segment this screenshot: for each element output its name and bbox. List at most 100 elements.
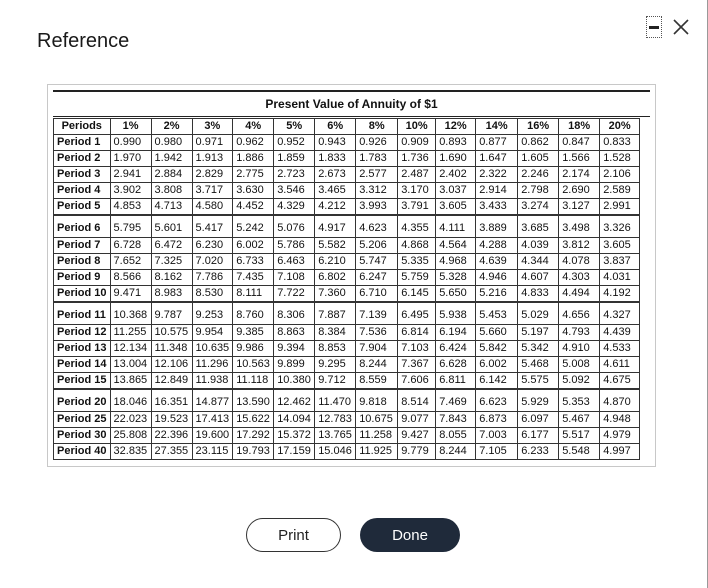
table-cell: 3.808 [150,182,193,199]
table-cell: 1.942 [150,150,193,167]
table-cell: 6.002 [475,356,519,373]
table-cell: 4.192 [599,285,641,303]
table-cell: 4.611 [599,356,641,373]
table-cell: 7.469 [435,388,477,412]
table-cell: 6.802 [314,269,357,286]
table-cell: 3.605 [435,198,477,216]
table-row: Period 9 8.566 8.162 7.786 7.435 7.108 6.802 6.… [53,269,641,286]
table-cell: 4.303 [558,269,601,286]
table-row: Period 4 3.902 3.808 3.717 3.630 3.546 3.465 3.… [53,182,641,199]
table-cell: 4.968 [435,253,477,270]
table-cell: 1.970 [109,150,152,167]
close-button[interactable] [672,18,690,36]
table-title: Present Value of Annuity of $1 [53,90,650,117]
table-cell: 22.023 [109,411,152,428]
table-cell: 6.177 [517,427,560,444]
period-label: Period 13 [53,340,111,357]
table-cell: 2.673 [314,166,357,183]
table-cell: 7.652 [109,253,152,270]
table-cell: 3.326 [599,214,641,238]
table-cell: 4.870 [599,388,641,412]
table-row: Period 15 13.865 12.849 11.938 11.118 10.380 9… [53,372,641,390]
table-cell: 8.760 [232,301,275,325]
print-button[interactable]: Print [246,518,341,552]
table-cell: 4.288 [475,237,519,254]
table-cell: 1.886 [232,150,275,167]
table-cell: 9.779 [397,443,437,460]
table-cell: 5.029 [517,301,560,325]
table-cell: 0.962 [232,134,275,151]
table-cell: 4.031 [599,269,641,286]
table-cell: 0.943 [314,134,357,151]
table-cell: 5.092 [558,372,601,390]
table-cell: 13.004 [109,356,152,373]
period-label: Period 7 [53,237,111,254]
table-cell: 9.818 [355,388,399,412]
table-cell: 5.342 [517,340,560,357]
table-cell: 0.971 [191,134,234,151]
table-row: Period 10 9.471 8.983 8.530 8.111 7.722 7.360 6… [53,285,641,303]
table-cell: 5.650 [435,285,477,303]
table-cell: 0.926 [355,134,399,151]
window-controls [646,16,690,38]
table-cell: 0.980 [150,134,193,151]
table-cell: 2.246 [517,166,560,183]
table-cell: 5.582 [314,237,357,254]
table-cell: 12.106 [150,356,193,373]
table-cell: 2.723 [273,166,316,183]
table-cell: 4.979 [599,427,641,444]
table-cell: 14.094 [273,411,316,428]
table-cell: 10.563 [232,356,275,373]
annuity-table: Periods 1% 2% 3% 4% 5% 6% 8% 10% 12% 14% 16% 18% 20% … [53,118,641,460]
table-cell: 11.470 [314,388,357,412]
table-cell: 0.909 [397,134,437,151]
table-cell: 3.170 [397,182,437,199]
table-cell: 10.380 [273,372,316,390]
table-cell: 2.487 [397,166,437,183]
table-cell: 4.656 [558,301,601,325]
table-cell: 16.351 [150,388,193,412]
table-cell: 9.471 [109,285,152,303]
table-cell: 7.435 [232,269,275,286]
table-cell: 3.837 [599,253,641,270]
table-cell: 4.833 [517,285,560,303]
table-cell: 3.312 [355,182,399,199]
table-cell: 8.530 [191,285,234,303]
table-cell: 15.372 [273,427,316,444]
table-row: Period 30 25.808 22.396 19.600 17.292 15.372 1… [53,427,641,444]
table-cell: 5.929 [517,388,560,412]
table-cell: 22.396 [150,427,193,444]
table-cell: 9.394 [273,340,316,357]
table-cell: 4.997 [599,443,641,460]
header-rate: 2% [150,118,193,135]
table-cell: 8.055 [435,427,477,444]
table-cell: 0.847 [558,134,601,151]
table-cell: 9.712 [314,372,357,390]
table-cell: 0.952 [273,134,316,151]
minimize-button[interactable] [646,16,662,38]
table-cell: 2.941 [109,166,152,183]
minimize-icon [649,25,659,29]
table-cell: 3.889 [475,214,519,238]
table-cell: 2.798 [517,182,560,199]
table-cell: 8.863 [273,324,316,341]
table-row: Period 20 18.046 16.351 14.877 13.590 12.462 1… [53,388,641,412]
table-cell: 7.103 [397,340,437,357]
header-rate: 20% [599,118,641,135]
table-cell: 6.142 [475,372,519,390]
table-cell: 5.601 [150,214,193,238]
table-cell: 3.717 [191,182,234,199]
table-cell: 7.367 [397,356,437,373]
period-label: Period 6 [53,214,111,238]
table-cell: 11.348 [150,340,193,357]
table-cell: 2.914 [475,182,519,199]
table-cell: 2.589 [599,182,641,199]
table-cell: 4.564 [435,237,477,254]
table-row: Period 12 11.255 10.575 9.954 9.385 8.863 8.38… [53,324,641,341]
done-button[interactable]: Done [360,518,460,552]
table-cell: 5.747 [355,253,399,270]
table-cell: 5.353 [558,388,601,412]
table-cell: 2.690 [558,182,601,199]
table-cell: 5.660 [475,324,519,341]
table-cell: 8.244 [435,443,477,460]
